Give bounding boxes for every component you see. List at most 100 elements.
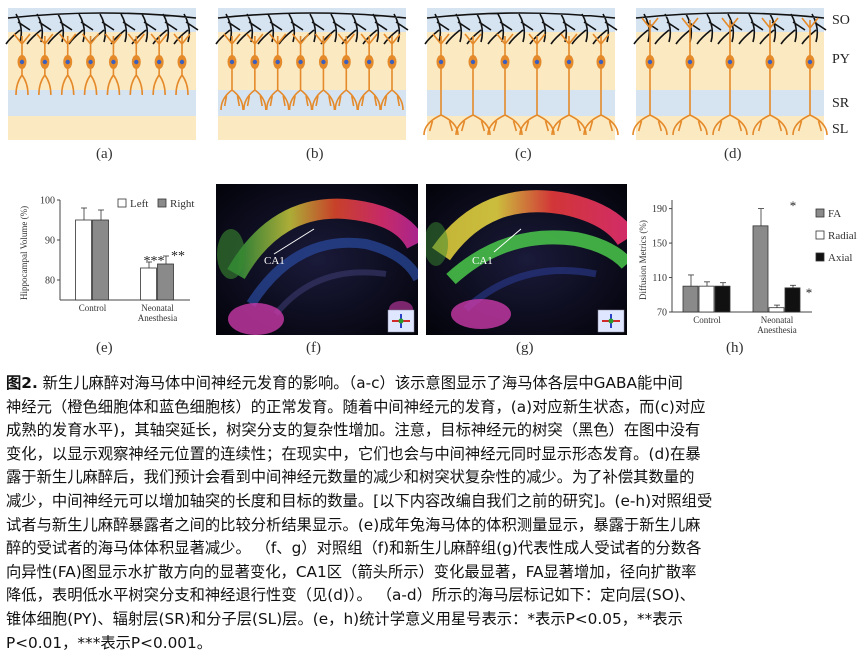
caption-line: 减少，中间神经元可以增加轴突的长度和目标的数量。[以下内容改编自我们之前的研究]… <box>6 491 713 510</box>
bar <box>140 267 157 301</box>
chart-diffusion-metrics: Diffusion Metrics (%) 190 150 110 70 Control… <box>638 198 857 335</box>
interneuron <box>334 33 359 111</box>
interneuron-processes <box>311 33 336 111</box>
band-py <box>8 32 196 90</box>
panel-label-f: (f) <box>306 340 321 356</box>
interneuron-processes <box>220 33 244 111</box>
legend-swatch <box>815 230 825 240</box>
interneuron-nucleus <box>252 59 258 65</box>
interneuron <box>357 33 381 111</box>
band-sl <box>8 116 196 140</box>
panel-label-d: (d) <box>724 146 742 162</box>
bar <box>157 263 174 301</box>
interneuron-nucleus <box>156 59 162 65</box>
interneuron-processes <box>81 33 100 96</box>
interneuron-processes <box>551 33 587 136</box>
interneuron-nucleus <box>647 59 653 65</box>
interneuron-nucleus <box>687 59 693 65</box>
interneuron-processes <box>380 33 404 111</box>
legend-label: Axial <box>828 252 852 264</box>
band-py <box>218 32 406 90</box>
interneuron-nucleus <box>344 59 349 65</box>
interneuron <box>423 33 459 136</box>
bar <box>714 285 731 313</box>
interneuron-nucleus <box>727 59 733 65</box>
bar <box>784 287 801 313</box>
caption-line-text: 新生儿麻醉对海马体中间神经元发育的影响。（a-c）该示意图显示了海马体各层中GA… <box>37 374 683 392</box>
interneuron-processes <box>712 17 748 136</box>
interneuron-processes <box>59 33 77 96</box>
interneuron-nucleus <box>366 59 372 65</box>
interneuron <box>127 33 145 96</box>
x-tick-label: Neonatal <box>141 303 174 313</box>
band-sl <box>636 116 824 140</box>
interneuron-processes <box>583 33 619 136</box>
interneuron <box>487 33 523 136</box>
interneuron-processes <box>487 33 523 136</box>
interneuron-nucleus <box>598 59 604 65</box>
interneuron-processes <box>288 33 313 111</box>
caption-line: 神经元（橙色细胞体和蓝色细胞核）的正常发育。随着中间神经元的发育，(a)对应新生… <box>6 397 706 416</box>
y-tick-label: 70 <box>657 308 667 319</box>
bar <box>768 307 785 313</box>
schematic-strip: SO PY SR SL <box>5 8 850 140</box>
panel-label-b: (b) <box>306 146 324 162</box>
y-tick-label: 110 <box>652 273 667 284</box>
figure-label: 图2. <box>6 374 38 392</box>
interneuron-nucleus <box>438 59 444 65</box>
legend-swatch <box>815 252 825 262</box>
y-tick-label: 190 <box>652 204 667 215</box>
legend-label: FA <box>828 208 841 220</box>
caption-line: 锥体细胞(PY)、辐射层(SR)和分子层(SL)层。(e，h)统计学意义用星号表… <box>6 609 683 628</box>
interneuron-processes <box>127 33 145 96</box>
dti-image-control <box>216 184 418 335</box>
interneuron-processes <box>104 33 123 96</box>
interneuron <box>173 33 191 96</box>
significance-marker: * <box>790 198 797 213</box>
interneuron <box>288 33 313 111</box>
significance-marker: * <box>806 285 813 300</box>
interneuron <box>583 33 619 136</box>
interneuron-nucleus <box>42 59 48 65</box>
interneuron-nucleus <box>502 59 508 65</box>
caption-line: 醉的受试者的海马体体积显著减少。 （f、g）对照组（f)和新生儿麻醉组(g)代表… <box>6 539 702 558</box>
significance-marker: ** <box>171 249 185 264</box>
target-dendrites <box>424 12 618 45</box>
panel-label-a: (a) <box>96 146 113 162</box>
dti-map-anesthesia: CA1 <box>426 184 627 335</box>
interneuron-nucleus <box>767 59 773 65</box>
interneuron-processes <box>173 33 191 96</box>
interneuron-nucleus <box>389 59 395 65</box>
bar <box>752 225 769 313</box>
band-sl <box>218 116 406 140</box>
band-py <box>427 32 615 90</box>
interneuron <box>104 33 123 96</box>
caption-line: 成熟的发育水平)，其轴突延长，树突分支的复杂性增加。注意，目标神经元的树突（黑色… <box>6 421 701 440</box>
interneuron-processes <box>13 33 31 96</box>
significance-marker: *** <box>144 254 165 269</box>
y-tick-label: 150 <box>652 239 667 250</box>
interneuron-processes <box>36 33 54 96</box>
interneuron <box>519 33 555 136</box>
band-sr <box>218 90 406 116</box>
bar <box>682 285 699 313</box>
interneuron-nucleus <box>321 59 326 65</box>
layer-label-sr: SR <box>832 96 850 111</box>
x-tick-label: Neonatal <box>761 315 794 325</box>
panel-label-h: (h) <box>726 340 744 356</box>
caption-line: 向异性(FA)图显示水扩散方向的显著变化，CA1区（箭头所示）变化最显著，FA显… <box>6 562 697 581</box>
interneuron <box>150 33 168 96</box>
y-tick-label: 80 <box>45 276 55 287</box>
interneuron-nucleus <box>534 59 540 65</box>
panel-label-e: (e) <box>96 340 113 356</box>
caption-line: P<0.01，***表示P<0.001。 <box>6 633 213 652</box>
chart-hippocampal-volume: Hippocampal Volume (%) 100 90 80 Control Neo… <box>19 196 194 324</box>
legend-label: Radial <box>828 230 857 242</box>
interneuron <box>59 33 77 96</box>
dti-image-anesthesia <box>426 184 627 335</box>
legend-label: Left <box>130 198 148 210</box>
figure-caption: 图2. 新生儿麻醉对海马体中间神经元发育的影响。（a-c）该示意图显示了海马体各… <box>6 372 862 655</box>
interneuron <box>311 33 336 111</box>
legend-swatch <box>157 198 167 208</box>
interneuron <box>672 17 708 136</box>
